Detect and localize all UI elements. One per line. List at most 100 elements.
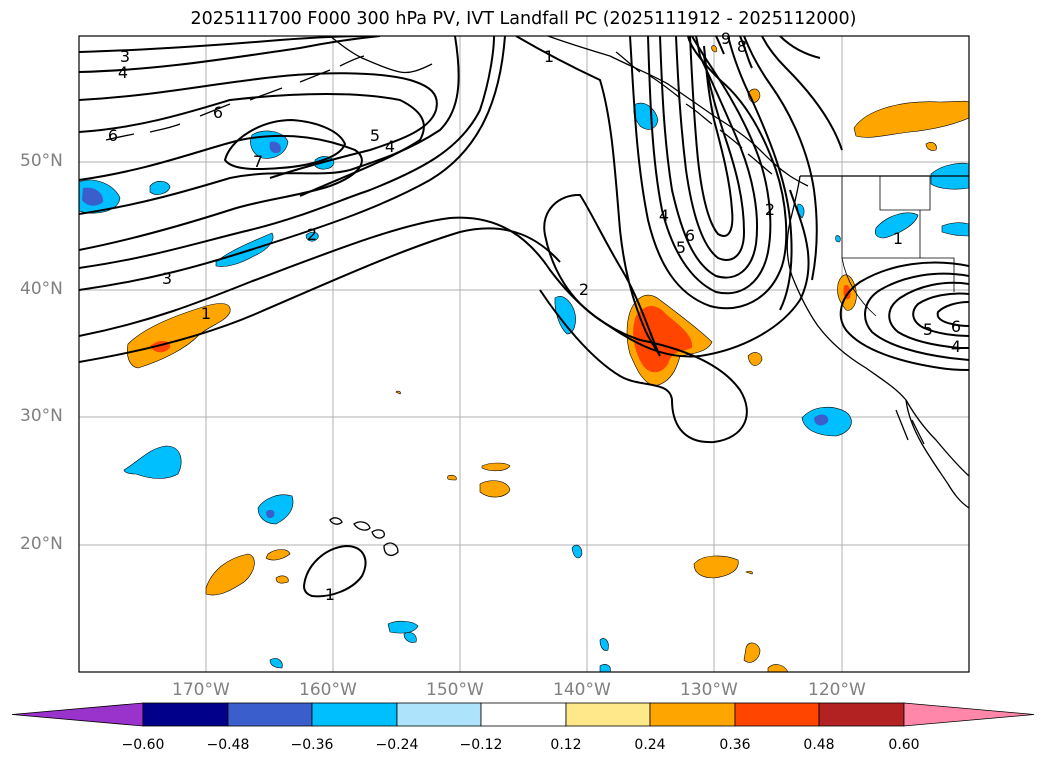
colorbar-swatch bbox=[480, 702, 567, 727]
lat-label: 50°N bbox=[20, 151, 63, 171]
pv-contour bbox=[659, 36, 759, 279]
contour-label: 4 bbox=[951, 337, 961, 356]
contour-label: 5 bbox=[370, 126, 380, 145]
aleutian-islands bbox=[105, 55, 365, 141]
colorbar-swatch bbox=[818, 702, 905, 727]
pv-contour bbox=[79, 93, 425, 197]
colorbar-swatch bbox=[649, 702, 736, 727]
contour-label: 2 bbox=[579, 280, 589, 299]
coastlines bbox=[105, 36, 969, 557]
neg-patch bbox=[387, 620, 419, 634]
pv-contour bbox=[864, 272, 969, 361]
neg-patch bbox=[257, 494, 294, 525]
lon-label: 150°W bbox=[426, 680, 484, 700]
pv-contour bbox=[79, 36, 460, 215]
colorbar bbox=[11, 702, 1035, 727]
pv-contour bbox=[888, 281, 969, 349]
contour-label: 5 bbox=[923, 320, 933, 339]
colorbar-extend-high bbox=[903, 702, 1035, 727]
lon-label: 130°W bbox=[680, 680, 738, 700]
contour-label: 1 bbox=[325, 585, 335, 604]
us-west-coast bbox=[786, 175, 969, 477]
pv-contours bbox=[79, 36, 969, 598]
pos-patch bbox=[925, 142, 937, 151]
contour-label: 6 bbox=[685, 226, 695, 245]
colorbar-swatch bbox=[227, 702, 313, 727]
neg-core bbox=[269, 141, 281, 154]
contour-label: 1 bbox=[544, 47, 554, 66]
pv-contour bbox=[727, 36, 793, 311]
pv-contour bbox=[302, 544, 367, 598]
neg-patch bbox=[633, 102, 659, 130]
contour-label: 6 bbox=[108, 126, 118, 145]
contour-label: 4 bbox=[118, 63, 128, 82]
pos-patch bbox=[395, 390, 401, 395]
colorbar-tick-label: 0.24 bbox=[634, 737, 666, 753]
pv-contour bbox=[675, 36, 746, 261]
contour-label: 4 bbox=[659, 206, 669, 225]
neg-patch bbox=[874, 212, 919, 239]
pv-contour bbox=[79, 227, 561, 363]
pos-patch bbox=[853, 100, 969, 138]
pv-contour bbox=[743, 36, 818, 281]
neg-patch bbox=[305, 231, 319, 242]
neg-patch bbox=[571, 544, 583, 559]
pv-contour bbox=[647, 36, 772, 295]
pv-contour bbox=[779, 36, 821, 59]
se-alaska-coast bbox=[547, 36, 809, 187]
contour-label: 9 bbox=[721, 29, 731, 48]
colorbar-tick-label: 0.36 bbox=[719, 737, 751, 753]
contour-label: 3 bbox=[162, 269, 172, 288]
plot-frame bbox=[78, 35, 970, 673]
contour-label: 2 bbox=[765, 200, 775, 219]
colorbar-tick-label: 0.48 bbox=[803, 737, 835, 753]
pv-contour bbox=[79, 36, 506, 291]
contour-label-layer: 3 4 6 6 7 5 4 2 3 1 1 2 4 6 5 8 9 2 1 5 … bbox=[108, 29, 961, 604]
colorbar-tick-label: −0.12 bbox=[459, 737, 503, 753]
lon-label: 170°W bbox=[172, 680, 230, 700]
colorbar-swatch bbox=[311, 702, 398, 727]
colorbar-tick-label: 0.60 bbox=[888, 737, 920, 753]
contour-label: 4 bbox=[385, 137, 395, 156]
pv-contour bbox=[912, 292, 969, 337]
pv-contour bbox=[79, 36, 381, 73]
pv-contour bbox=[689, 36, 734, 237]
lon-label: 160°W bbox=[299, 680, 357, 700]
pos-patch bbox=[127, 303, 231, 369]
pos-patch bbox=[747, 352, 763, 366]
colorbar-tick-label: −0.24 bbox=[375, 737, 419, 753]
pv-contour bbox=[761, 36, 843, 151]
contour-label: 5 bbox=[676, 238, 686, 257]
lat-label: 30°N bbox=[20, 406, 63, 426]
mexico-coast bbox=[895, 409, 925, 445]
pos-patch bbox=[767, 664, 789, 672]
pv-contour bbox=[715, 36, 725, 55]
contour-label: 3 bbox=[120, 47, 130, 66]
contour-label: 8 bbox=[737, 37, 747, 56]
positive-ivt-patches bbox=[127, 45, 969, 672]
contour-label: 6 bbox=[213, 103, 223, 122]
pv-contour bbox=[839, 261, 969, 371]
neg-patch bbox=[554, 296, 576, 335]
pv-contour bbox=[79, 134, 363, 251]
lat-label: 20°N bbox=[20, 534, 63, 554]
neg-patch bbox=[149, 180, 171, 195]
neg-patch bbox=[941, 222, 969, 237]
alaska-coast bbox=[329, 36, 433, 74]
pv-contour bbox=[739, 36, 753, 69]
neg-patch bbox=[403, 632, 417, 643]
lat-label: 40°N bbox=[20, 279, 63, 299]
baja-california bbox=[905, 399, 969, 509]
neg-core bbox=[82, 187, 104, 206]
neg-patch bbox=[215, 232, 274, 267]
pv-contour bbox=[515, 36, 810, 358]
pv-contour bbox=[223, 118, 347, 170]
colorbar-tick-label: −0.48 bbox=[206, 737, 250, 753]
hawaii-islands bbox=[329, 517, 399, 557]
colorbar-tick-label: −0.60 bbox=[121, 737, 165, 753]
colorbar-swatch bbox=[396, 702, 482, 727]
pv-contour bbox=[629, 36, 788, 310]
neg-patch bbox=[835, 235, 841, 243]
pos-patch bbox=[745, 570, 753, 575]
